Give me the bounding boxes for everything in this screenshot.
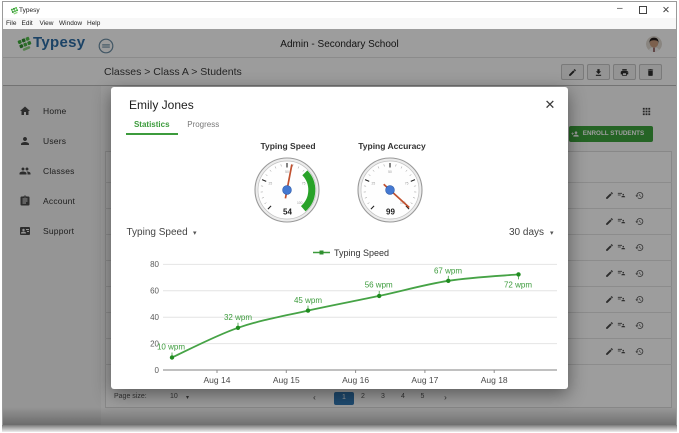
svg-text:20: 20 (150, 339, 159, 348)
svg-text:10 wpm: 10 wpm (157, 342, 185, 351)
svg-text:45 wpm: 45 wpm (294, 296, 322, 305)
svg-text:75: 75 (405, 181, 409, 185)
svg-text:Aug 15: Aug 15 (273, 375, 300, 385)
svg-text:56 wpm: 56 wpm (365, 281, 393, 290)
svg-text:Aug 14: Aug 14 (204, 375, 231, 385)
svg-text:32 wpm: 32 wpm (224, 313, 252, 322)
svg-text:100: 100 (297, 201, 303, 205)
svg-text:Aug 17: Aug 17 (411, 375, 438, 385)
svg-text:50: 50 (388, 170, 392, 174)
svg-text:72 wpm: 72 wpm (504, 280, 532, 289)
svg-text:Aug 18: Aug 18 (481, 375, 508, 385)
svg-text:25: 25 (269, 181, 273, 185)
svg-text:50: 50 (285, 170, 289, 174)
svg-text:99: 99 (386, 208, 395, 217)
svg-text:40: 40 (150, 313, 159, 322)
svg-text:54: 54 (283, 208, 292, 217)
svg-text:60: 60 (150, 287, 159, 296)
svg-text:100: 100 (400, 201, 406, 205)
svg-text:0: 0 (155, 366, 160, 375)
svg-text:80: 80 (150, 260, 159, 269)
svg-text:Aug 16: Aug 16 (342, 375, 369, 385)
svg-text:67 wpm: 67 wpm (434, 267, 462, 276)
svg-text:Typing Speed: Typing Speed (334, 248, 389, 258)
svg-text:75: 75 (302, 181, 306, 185)
svg-text:25: 25 (372, 181, 376, 185)
